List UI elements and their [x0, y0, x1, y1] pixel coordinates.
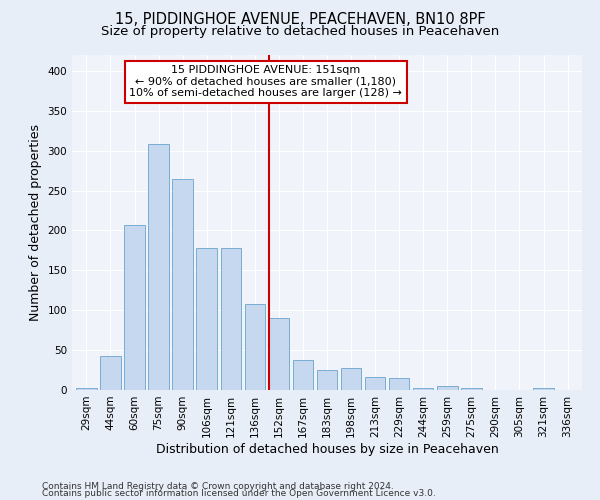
Bar: [100, 356, 121, 390]
Text: 15 PIDDINGHOE AVENUE: 151sqm
← 90% of detached houses are smaller (1,180)
10% of: 15 PIDDINGHOE AVENUE: 151sqm ← 90% of de…: [130, 65, 402, 98]
Bar: [172, 178, 193, 390]
Bar: [148, 144, 169, 390]
Y-axis label: Number of detached properties: Number of detached properties: [29, 124, 42, 321]
Bar: [76, 388, 97, 390]
Bar: [533, 388, 554, 390]
X-axis label: Distribution of detached houses by size in Peacehaven: Distribution of detached houses by size …: [155, 442, 499, 456]
Bar: [365, 377, 385, 390]
Bar: [245, 304, 265, 390]
Bar: [293, 360, 313, 390]
Bar: [269, 318, 289, 390]
Bar: [196, 248, 217, 390]
Bar: [413, 388, 433, 390]
Text: Size of property relative to detached houses in Peacehaven: Size of property relative to detached ho…: [101, 25, 499, 38]
Bar: [389, 378, 409, 390]
Text: Contains public sector information licensed under the Open Government Licence v3: Contains public sector information licen…: [42, 490, 436, 498]
Bar: [437, 386, 458, 390]
Text: Contains HM Land Registry data © Crown copyright and database right 2024.: Contains HM Land Registry data © Crown c…: [42, 482, 394, 491]
Bar: [341, 368, 361, 390]
Bar: [124, 225, 145, 390]
Text: 15, PIDDINGHOE AVENUE, PEACEHAVEN, BN10 8PF: 15, PIDDINGHOE AVENUE, PEACEHAVEN, BN10 …: [115, 12, 485, 28]
Bar: [317, 370, 337, 390]
Bar: [461, 388, 482, 390]
Bar: [221, 248, 241, 390]
